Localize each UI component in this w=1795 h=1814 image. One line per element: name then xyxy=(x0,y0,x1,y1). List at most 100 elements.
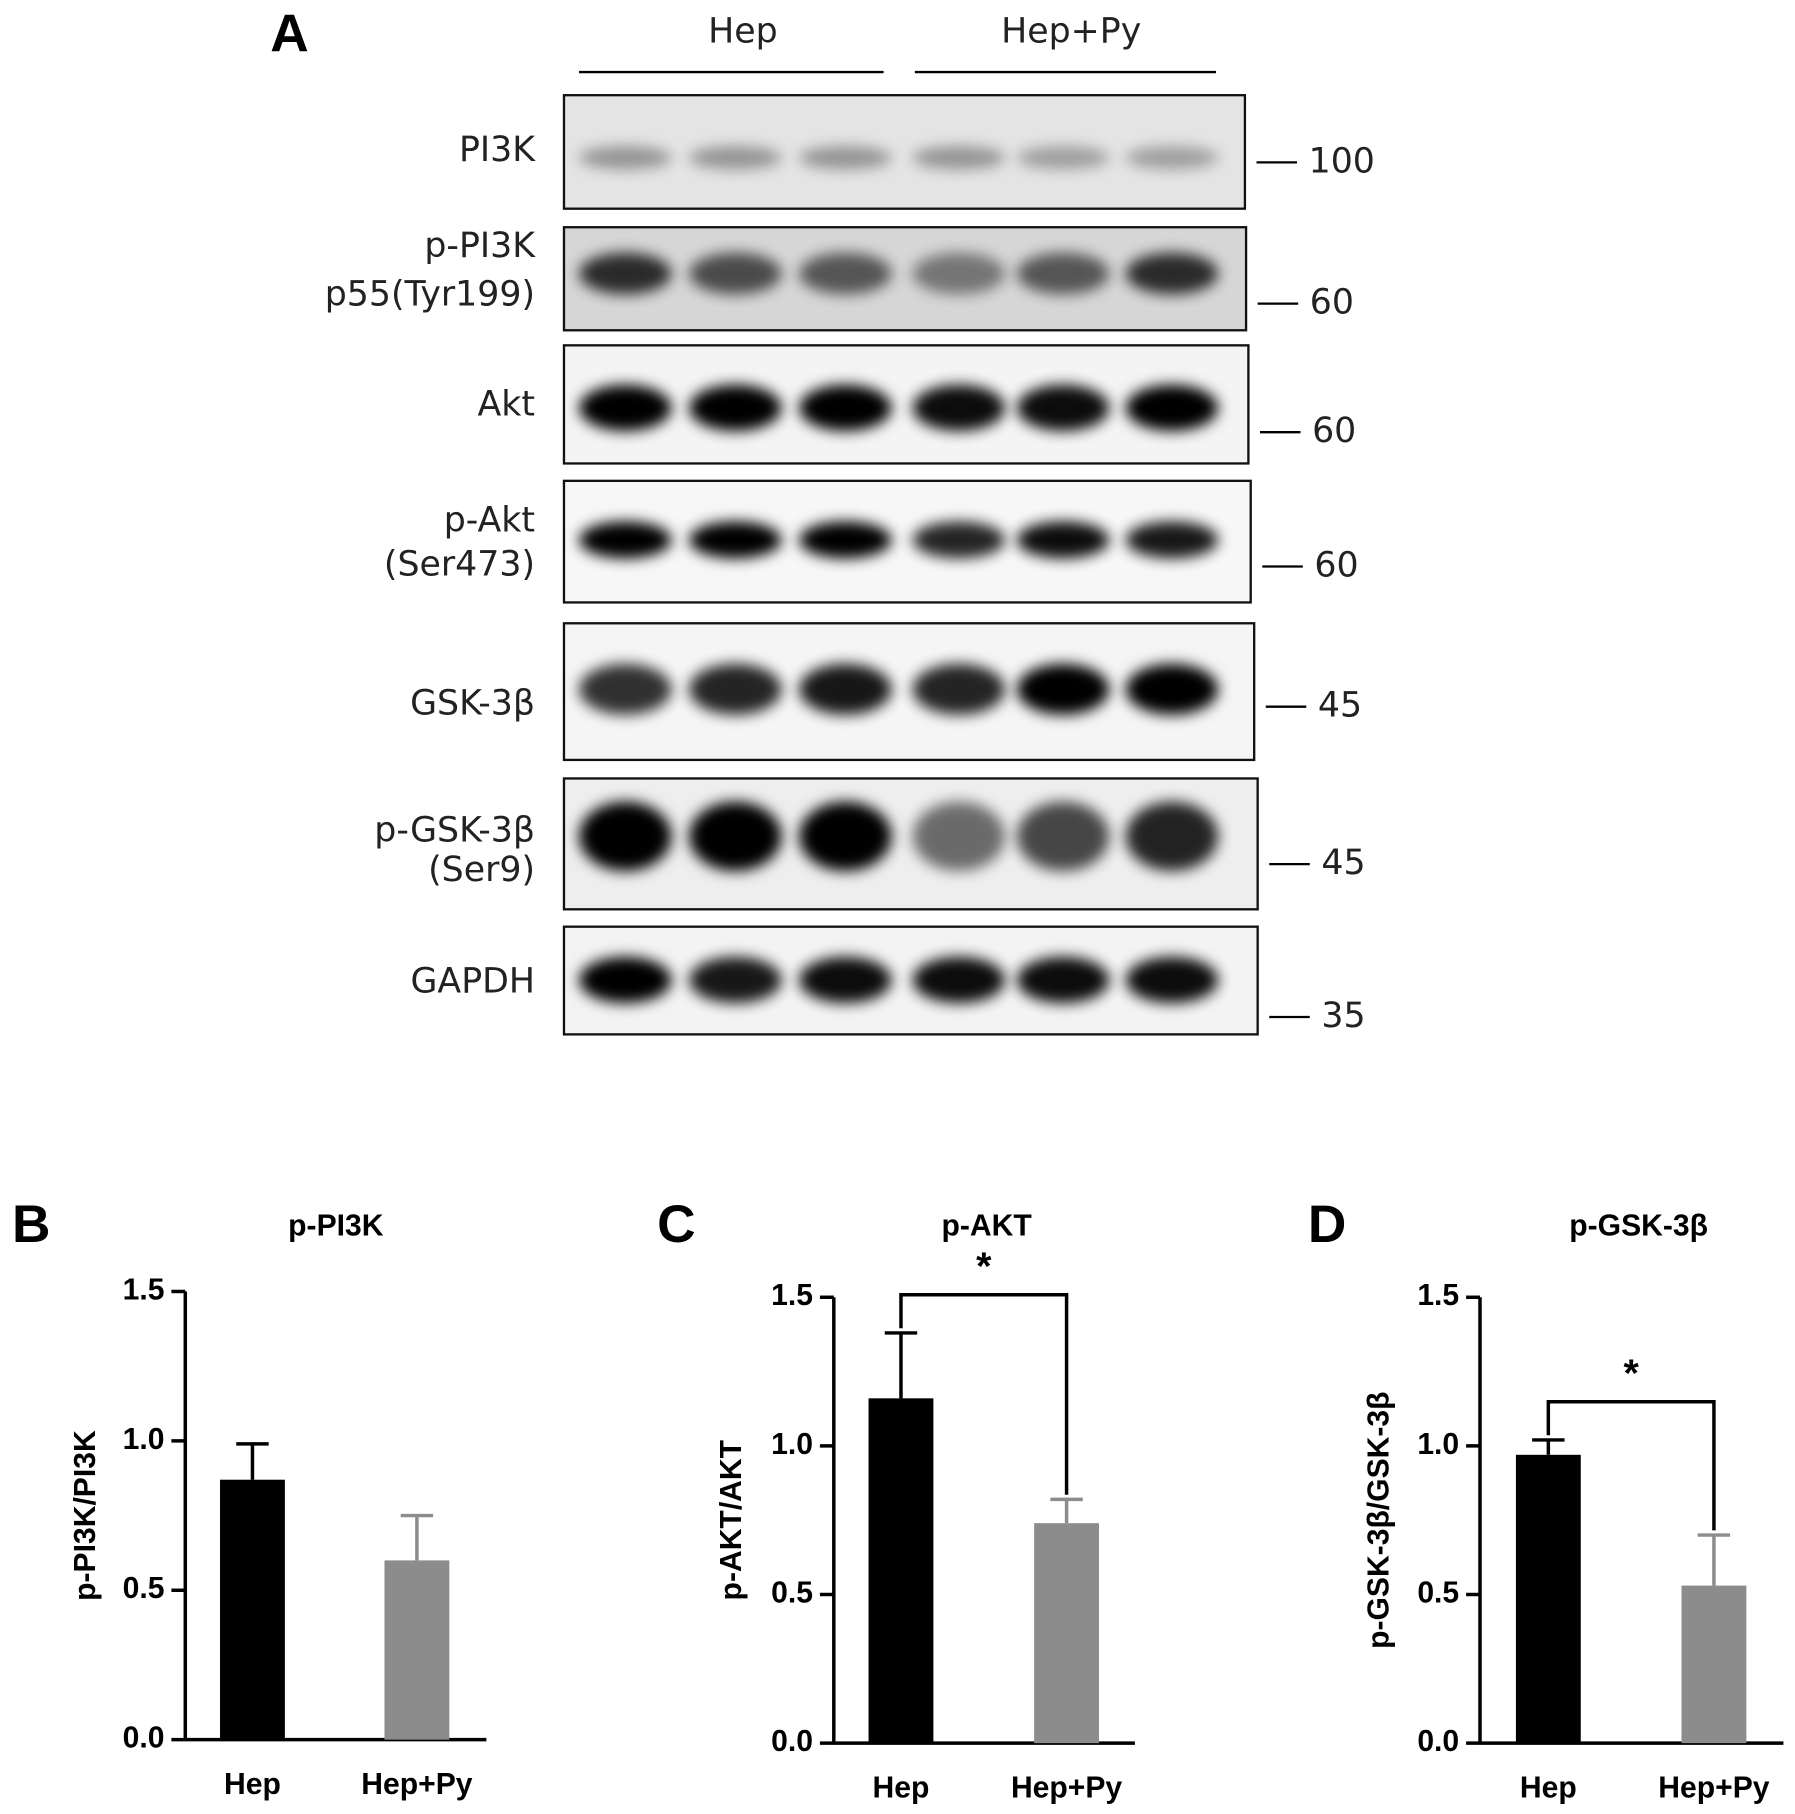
band xyxy=(1016,521,1110,559)
band xyxy=(1125,252,1219,295)
band xyxy=(912,252,1006,295)
y-tick-label: 0.0 xyxy=(1417,1725,1459,1758)
band xyxy=(579,801,672,872)
bar xyxy=(384,1560,450,1740)
band xyxy=(799,663,892,715)
protein-label: GSK-3β xyxy=(410,683,535,723)
bar xyxy=(868,1398,934,1744)
group-label: Hep+Py xyxy=(1001,12,1141,52)
band xyxy=(912,801,1006,872)
x-tick-label: Hep+Py xyxy=(1658,1771,1769,1804)
error-bar xyxy=(884,1331,918,1399)
y-tick-label: 0.0 xyxy=(123,1722,165,1755)
band xyxy=(1016,956,1110,1004)
protein-label: (Ser9) xyxy=(428,850,535,890)
marker-label: 45 xyxy=(1318,686,1362,726)
error-bar xyxy=(400,1513,434,1561)
band xyxy=(799,956,892,1004)
y-tick-label: 0.5 xyxy=(771,1576,813,1609)
band xyxy=(579,956,672,1004)
marker-label: 60 xyxy=(1310,283,1354,323)
band xyxy=(799,146,892,170)
error-bar xyxy=(1532,1438,1565,1455)
error-bar xyxy=(1050,1497,1083,1524)
y-tick-label: 1.5 xyxy=(771,1279,813,1312)
marker-label: 45 xyxy=(1321,843,1365,883)
error-bar xyxy=(1697,1533,1731,1586)
band xyxy=(799,521,892,559)
band xyxy=(1016,663,1110,715)
significance-bracket xyxy=(1546,1399,1716,1531)
y-axis-label: p-AKT/AKT xyxy=(715,1439,748,1600)
protein-label: GAPDH xyxy=(411,961,536,1001)
significance-mark: * xyxy=(976,1245,992,1289)
x-tick-label: Hep xyxy=(873,1771,930,1804)
marker-label: 100 xyxy=(1309,141,1375,181)
protein-label: p-Akt xyxy=(444,500,535,540)
band xyxy=(579,521,672,559)
significance-mark: * xyxy=(1623,1352,1639,1396)
band xyxy=(799,801,892,872)
band xyxy=(799,384,892,432)
x-tick-label: Hep+Py xyxy=(1011,1771,1122,1804)
y-tick-label: 1.0 xyxy=(771,1428,813,1461)
bar xyxy=(220,1479,285,1740)
significance-bracket xyxy=(899,1292,1069,1495)
band xyxy=(689,146,782,170)
band xyxy=(912,146,1006,170)
marker-label: 60 xyxy=(1312,411,1356,451)
band xyxy=(689,956,782,1004)
y-tick-label: 0.0 xyxy=(771,1725,813,1758)
y-tick-label: 1.0 xyxy=(1417,1428,1459,1461)
band xyxy=(1016,384,1110,432)
band xyxy=(1125,663,1219,715)
band xyxy=(799,252,892,295)
band xyxy=(1125,521,1219,559)
group-label: Hep xyxy=(708,12,778,52)
protein-label: (Ser473) xyxy=(384,544,535,584)
panel-letter: A xyxy=(270,4,308,63)
marker-label: 60 xyxy=(1314,546,1358,586)
marker-label: 35 xyxy=(1321,996,1365,1036)
y-tick-label: 0.5 xyxy=(1417,1576,1459,1609)
bar xyxy=(1034,1523,1100,1744)
band xyxy=(579,384,672,432)
blot-strip xyxy=(562,94,1247,210)
x-tick-label: Hep+Py xyxy=(361,1768,472,1801)
y-axis-label: p-GSK-3β/GSK-3β xyxy=(1362,1391,1395,1648)
protein-label: Akt xyxy=(478,385,536,425)
panel-letter: B xyxy=(12,1195,50,1254)
y-tick-label: 1.0 xyxy=(123,1423,165,1456)
y-tick-label: 1.5 xyxy=(1417,1279,1459,1312)
band xyxy=(1125,801,1219,872)
band xyxy=(689,801,782,872)
band xyxy=(579,146,672,170)
band xyxy=(912,956,1006,1004)
panel-letter: D xyxy=(1308,1195,1346,1254)
band xyxy=(689,252,782,295)
chart-title: p-PI3K xyxy=(288,1210,384,1243)
panel-letter: C xyxy=(657,1195,695,1254)
band xyxy=(689,663,782,715)
protein-label: PI3K xyxy=(459,130,536,170)
protein-label: p-GSK-3β xyxy=(374,811,535,851)
chart-title: p-GSK-3β xyxy=(1569,1210,1708,1243)
band xyxy=(689,384,782,432)
chart-title: p-AKT xyxy=(942,1210,1033,1243)
y-tick-label: 0.5 xyxy=(123,1572,165,1605)
x-tick-label: Hep xyxy=(224,1768,281,1801)
band xyxy=(1016,146,1110,170)
y-tick-label: 1.5 xyxy=(123,1273,165,1306)
x-tick-label: Hep xyxy=(1520,1771,1577,1804)
band xyxy=(1125,146,1219,170)
y-axis-label: p-PI3K/PI3K xyxy=(69,1430,102,1601)
bar xyxy=(1515,1454,1581,1744)
band xyxy=(579,252,672,295)
band xyxy=(1125,956,1219,1004)
protein-label: p55(Tyr199) xyxy=(325,275,535,315)
protein-label: p-PI3K xyxy=(424,226,536,266)
bar xyxy=(1681,1585,1747,1744)
band xyxy=(912,384,1006,432)
